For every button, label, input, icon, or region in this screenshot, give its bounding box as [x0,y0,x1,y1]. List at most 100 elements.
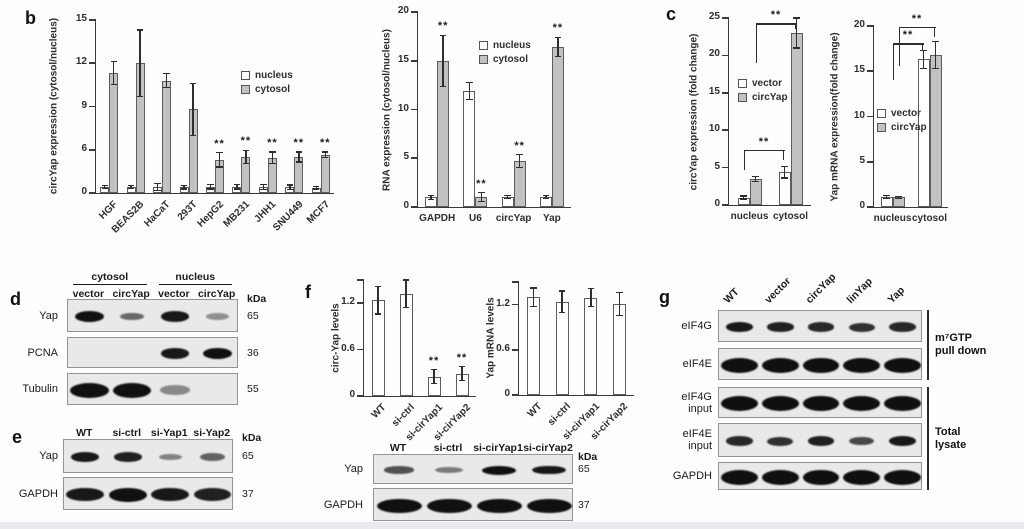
significance-stars: ** [758,135,770,148]
blot-row-label: eIF4G [681,320,712,332]
error-bar-cap [163,72,170,74]
error-bar-cap [740,198,747,200]
blot-box-d-Yap [67,299,238,332]
y-tick-label: 15 [75,13,87,24]
lane-header: WT [76,427,93,439]
error-bar-cap [458,366,466,368]
panel-label-c: c [666,4,677,24]
lane-header: circYap [197,288,236,300]
error-bar [271,151,274,164]
x-category-label: WT [525,401,545,420]
error-bar [236,184,238,190]
x-category-label: MB231 [221,199,253,230]
legend-swatch-circYap [738,93,747,102]
error-bar-cap [558,290,566,292]
error-bar [315,186,317,190]
y-tick-label: 10 [853,109,865,121]
legend-swatch-cytosol [241,85,250,94]
error-bar-cap [163,87,170,89]
chart-c_left: 0 5 10 15 20 25 ** ** vector circYap nucleus cytoso… [709,9,811,222]
protein-band [158,453,182,461]
error-bar-cap [883,195,890,197]
error-bar [783,166,786,179]
legend-swatch-circYap [877,123,886,132]
protein-band [74,311,104,322]
error-bar-cap [458,379,466,382]
protein-band [888,436,917,446]
x-category-label: GAPDH [419,213,456,224]
blot-box-g-eIF4E [718,348,922,380]
y-axis-label: circYap expression (cytosol/nucleus) [48,17,60,195]
kda-value: 65 [247,309,259,322]
error-bar [433,369,435,384]
protein-band [761,469,799,485]
error-bar-cap [402,307,410,309]
error-bar [590,288,592,307]
protein-band [884,396,921,411]
lane-header: si-ctrl [433,442,463,454]
blot-row-label: Yap [39,450,58,462]
panel-label-d: d [10,289,21,309]
error-bar-cap [154,189,161,191]
group-bracket-line [927,387,929,490]
protein-band [151,487,190,502]
protein-band [843,357,881,373]
significance-stars: ** [514,139,525,152]
y-tick [89,105,96,108]
error-bar-cap [752,175,759,177]
error-bar [461,366,463,381]
y-tick-label: 1.2 [496,297,510,309]
y-tick [411,206,418,208]
error-bar [742,196,745,199]
significance-stars: ** [267,136,278,149]
bar-MCF7-cytosol [320,154,330,193]
error-bar-cap [466,81,473,83]
y-tick [867,160,874,163]
bar-HaCaT-cytosol [162,80,172,193]
kda-value: 36 [247,346,259,359]
protein-band [849,436,875,446]
error-bar-cap [295,151,303,153]
bar-si-cirYap2 [613,303,627,395]
significance-stars: ** [552,22,564,35]
error-bar-cap [516,154,523,156]
error-bar [289,185,291,190]
error-bar-cap [932,40,939,42]
significance-stars: ** [319,136,331,149]
legend-entry-cytosol: cytosol [479,54,528,65]
blot-box-g-GAPDH [718,462,922,490]
lane-header: si-cirYap2 [523,442,573,454]
y-tick [411,11,418,13]
error-bar-cap [793,17,800,19]
legend-swatch-cytosol [479,55,488,64]
blot-box-e-GAPDH [63,477,233,510]
error-bar [405,280,407,308]
legend-swatch-vector [738,79,747,88]
legend-label: nucleus [255,70,293,81]
significance-stars: ** [770,9,782,22]
x-category-label: WT [370,402,389,421]
lane-header: si-ctrl [112,427,142,439]
protein-band [884,357,921,373]
legend-label: vector [752,78,783,89]
lane-header: WT [721,285,742,306]
protein-band [112,382,152,398]
lane-header: linYap [844,275,875,306]
protein-band [113,452,142,462]
error-bar-cap [478,201,485,203]
error-bar-cap [932,67,939,70]
error-bar-cap [260,184,267,186]
error-bar [218,152,221,168]
y-tick [89,192,96,194]
error-bar-cap [313,185,320,187]
fraction-group-header: nucleus [175,271,216,283]
significance-stars: ** [456,351,468,364]
protein-band [435,466,463,474]
error-bar-cap [180,184,188,187]
blot-row-label: eIF4G input [681,390,712,415]
lane-header: WT [389,442,407,454]
legend-entry-circYap: circYap [877,122,927,133]
error-bar [192,83,194,136]
error-bar-cap [516,166,523,169]
protein-band [203,348,233,359]
